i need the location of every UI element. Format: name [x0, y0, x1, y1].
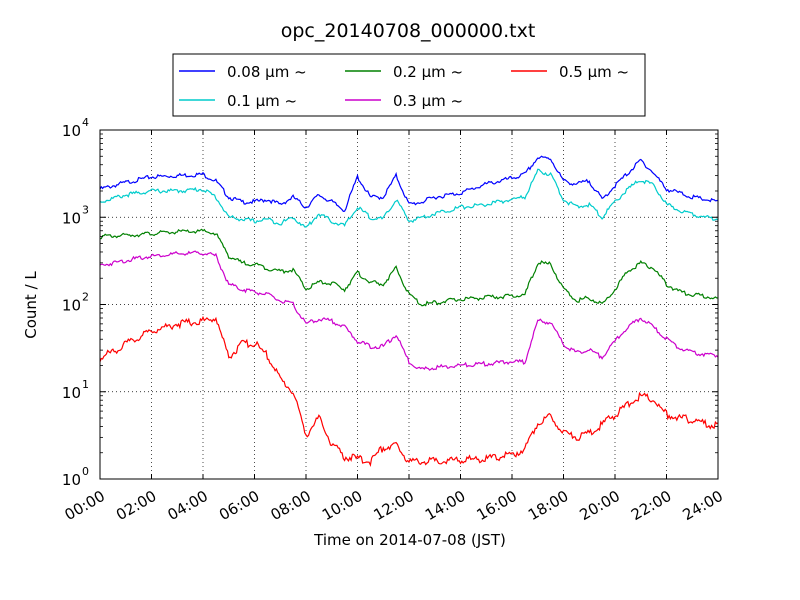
y-tick-label: 10 [62, 122, 81, 140]
y-tick-exponent: 1 [82, 378, 89, 391]
x-tick-label: 22:00 [628, 487, 674, 524]
x-tick-label: 24:00 [680, 487, 726, 524]
y-tick-exponent: 2 [82, 291, 89, 304]
x-axis-label: Time on 2014-07-08 (JST) [313, 531, 506, 549]
y-axis-label: Count / L [22, 271, 40, 339]
x-tick-label: 10:00 [319, 487, 365, 524]
legend-label: 0.5 µm ~ [559, 63, 629, 81]
x-tick-label: 04:00 [165, 487, 211, 524]
series-line-4 [99, 315, 719, 467]
x-tick-label: 06:00 [216, 487, 262, 524]
y-tick-label: 10 [62, 297, 81, 315]
series-line-0 [99, 155, 719, 213]
legend: 0.08 µm ~ 0.1 µm ~ 0.2 µm ~ 0.3 µm ~ 0.5 µm … [172, 53, 646, 117]
x-tick-label: 16:00 [474, 487, 520, 524]
x-tick-label: 00:00 [62, 487, 108, 524]
y-tick-label: 10 [62, 209, 81, 227]
legend-box [172, 53, 646, 117]
legend-label: 0.1 µm ~ [227, 92, 297, 110]
y-tick-exponent: 0 [82, 465, 89, 478]
y-tick-label: 10 [62, 384, 81, 402]
series-line-3 [99, 250, 719, 371]
legend-label: 0.08 µm ~ [227, 63, 307, 81]
series-line-1 [99, 168, 719, 228]
series-line-2 [99, 228, 719, 307]
x-tick-label: 02:00 [113, 487, 159, 524]
series-layer [99, 155, 719, 467]
x-tick-label: 18:00 [525, 487, 571, 524]
x-tick-label: 12:00 [371, 487, 417, 524]
x-tick-label: 08:00 [268, 487, 314, 524]
chart-title: opc_20140708_000000.txt [281, 20, 536, 42]
grid-lines [100, 130, 718, 479]
x-tick-label: 14:00 [422, 487, 468, 524]
y-tick-exponent: 3 [82, 203, 89, 216]
x-tick-label: 20:00 [577, 487, 623, 524]
y-tick-label: 10 [62, 471, 81, 489]
y-tick-exponent: 4 [82, 116, 89, 129]
legend-label: 0.3 µm ~ [393, 92, 463, 110]
legend-label: 0.2 µm ~ [393, 63, 463, 81]
